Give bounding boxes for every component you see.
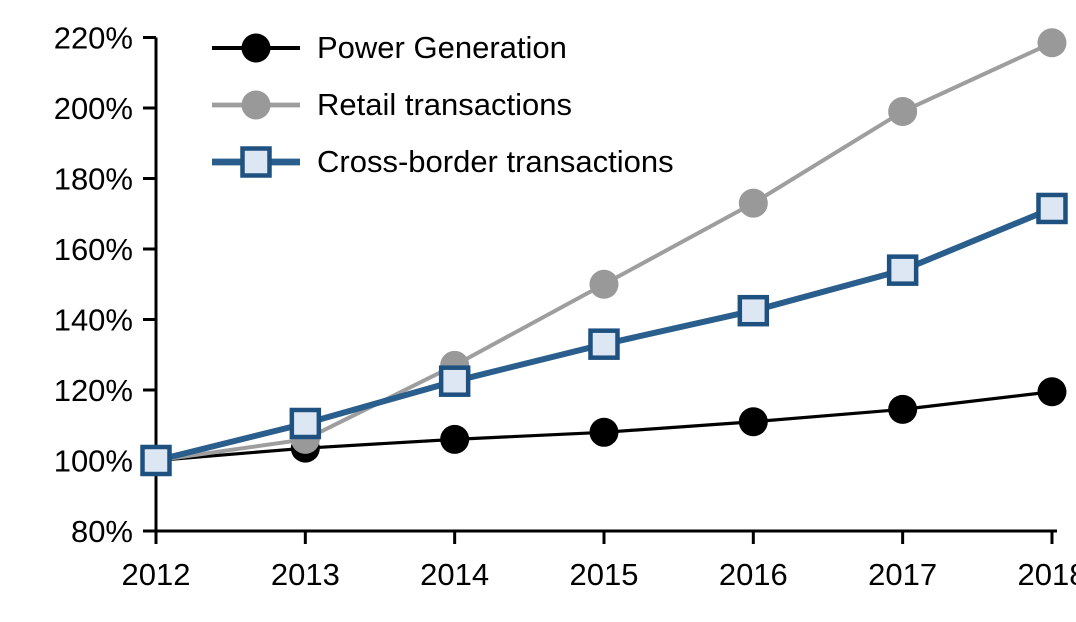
y-tick-label: 80% [71, 514, 133, 549]
data-point-marker [1037, 377, 1067, 407]
data-point-marker [737, 294, 770, 327]
x-tick-label: 2013 [271, 557, 340, 592]
legend-sample-marker [240, 145, 272, 178]
data-point-marker [1036, 192, 1068, 225]
legend-sample-cross-border-transactions [212, 145, 300, 178]
x-tick-label: 2015 [570, 557, 639, 592]
legend-sample-retail-transactions [212, 90, 300, 119]
legend-label: Power Generation [317, 30, 567, 65]
x-tick-label: 2014 [420, 557, 489, 592]
legend-label: Cross-border transactions [317, 144, 674, 179]
data-point-marker [888, 97, 918, 127]
data-point-marker [886, 254, 919, 286]
x-tick-label: 2012 [122, 557, 191, 592]
data-point-marker [140, 444, 172, 477]
x-tick-label: 2017 [868, 557, 937, 592]
data-point-marker [1037, 28, 1067, 58]
x-tick-label: 2016 [719, 557, 788, 592]
data-point-marker [438, 365, 471, 397]
y-tick-label: 200% [54, 91, 133, 126]
line-chart: 80% 100% 120% 140% 160% 180% 200% 220% 2012 2013 2… [40, 16, 1076, 606]
legend-sample-marker [241, 90, 271, 119]
y-tick-label: 220% [54, 21, 133, 56]
legend-label: Retail transactions [317, 87, 573, 122]
y-tick-label: 140% [54, 303, 133, 338]
y-tick-label: 120% [54, 373, 133, 408]
legend-sample-power-generation [212, 33, 300, 62]
y-tick-label: 180% [54, 162, 133, 197]
y-tick-label: 160% [54, 232, 133, 267]
x-tick-label: 2018 [1017, 557, 1076, 592]
series-cross-border-transactions [140, 192, 1068, 477]
data-point-marker [888, 394, 918, 424]
data-point-marker [589, 417, 619, 447]
legend-item-cross-border-transactions: Cross-border transactions [200, 133, 674, 190]
data-point-marker [588, 328, 620, 360]
data-point-marker [738, 407, 768, 437]
data-point-marker [289, 407, 322, 440]
data-point-marker [738, 188, 768, 218]
legend-sample-marker [241, 33, 271, 62]
data-point-marker [589, 269, 619, 299]
legend: Power Generation Retail transactions Cro… [200, 19, 674, 190]
data-point-marker [440, 424, 470, 454]
series-power-generation [141, 377, 1067, 475]
y-tick-label: 100% [54, 444, 133, 479]
legend-item-power-generation: Power Generation [200, 19, 674, 76]
legend-item-retail-transactions: Retail transactions [200, 76, 674, 133]
plot-area: 80% 100% 120% 140% 160% 180% 200% 220% 2012 2013 2… [54, 21, 1076, 593]
